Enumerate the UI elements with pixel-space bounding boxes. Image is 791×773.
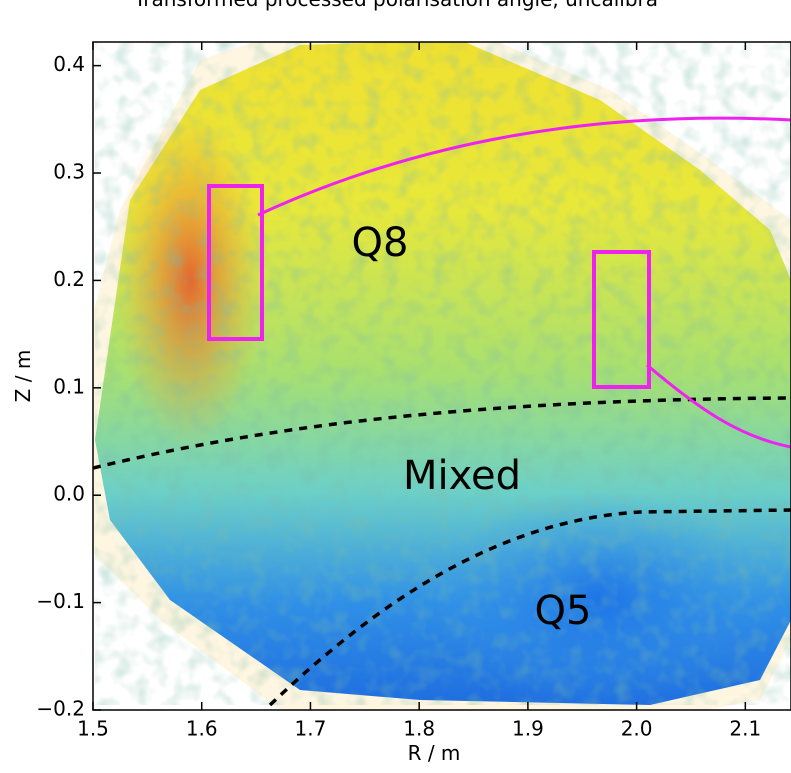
chart-title: Transformed processed polarisation angle… — [133, 0, 658, 11]
boundary — [268, 508, 791, 707]
x-axis-label: R / m — [408, 741, 461, 765]
y-tick-label: 0.2 — [53, 267, 85, 291]
x-tick-label: 1.6 — [186, 717, 218, 741]
x-tick-label: 2.0 — [621, 717, 653, 741]
annotation: Mixed — [403, 453, 521, 499]
y-tick-label: −0.1 — [36, 589, 85, 613]
annotation: Q8 — [352, 220, 409, 266]
y-axis-label: Z / m — [11, 350, 35, 403]
plot-frame — [92, 41, 791, 711]
y-tick-label: 0.0 — [53, 482, 85, 506]
x-tick-label: 1.9 — [512, 717, 544, 741]
annotation: Q5 — [535, 588, 592, 634]
y-tick-label: 0.3 — [53, 160, 85, 184]
sightline — [257, 116, 791, 217]
sightline — [646, 363, 791, 449]
heatmap — [93, 42, 791, 710]
x-tick-label: 1.5 — [77, 717, 109, 741]
x-tick-label: 2.1 — [729, 717, 761, 741]
y-tick-label: 0.1 — [53, 374, 85, 398]
y-tick-label: −0.2 — [36, 697, 85, 721]
y-tick-label: 0.4 — [53, 52, 85, 76]
x-tick-label: 1.7 — [295, 717, 327, 741]
speckle — [95, 42, 791, 705]
region-box — [207, 184, 264, 341]
x-tick-label: 1.8 — [403, 717, 435, 741]
region-box — [592, 250, 651, 389]
